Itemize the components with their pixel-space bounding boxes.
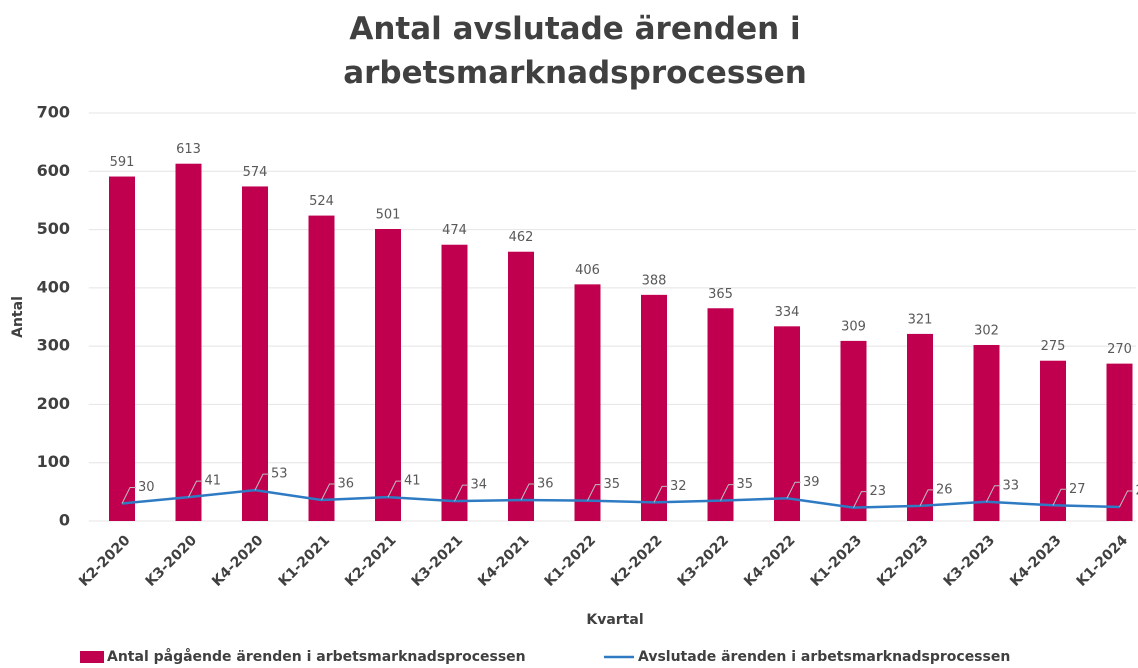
data-label: 613: [176, 142, 201, 157]
data-label: 365: [708, 287, 733, 302]
data-label: 33: [1003, 478, 1020, 493]
data-label: 524: [309, 194, 334, 209]
data-label: 270: [1107, 342, 1132, 357]
legend-label: Antal pågående ärenden i arbetsmarknadsp…: [107, 648, 526, 665]
data-label: 321: [908, 312, 933, 327]
data-label: 26: [936, 482, 953, 497]
data-label: 53: [271, 467, 288, 482]
bar: [508, 251, 534, 521]
data-label: 406: [575, 263, 600, 278]
leader-line: [321, 483, 336, 501]
bar: [175, 163, 202, 522]
x-tick-label: K2-2023: [874, 532, 932, 590]
x-tick-label: K3-2022: [675, 532, 733, 590]
x-tick-label: K3-2023: [941, 532, 999, 590]
data-label: 41: [404, 474, 421, 489]
data-label: 302: [974, 323, 999, 338]
data-label: 41: [205, 474, 222, 489]
bar: [109, 176, 135, 521]
leader-line: [587, 484, 602, 501]
bar: [308, 215, 335, 521]
data-label: 591: [110, 155, 135, 170]
x-tick-label: K4-2022: [741, 532, 799, 590]
x-tick-label: K1-2024: [1074, 532, 1132, 590]
x-tick-label: K4-2021: [475, 532, 533, 590]
x-tick-label: K3-2021: [409, 532, 467, 590]
leader-line: [454, 484, 469, 502]
leader-line: [1119, 490, 1134, 508]
bar: [242, 186, 268, 521]
bar: [441, 244, 468, 521]
bar: [1106, 363, 1133, 521]
bar: [375, 228, 401, 521]
y-axis-label: Antal: [10, 296, 26, 338]
y-tick-label: 400: [37, 277, 70, 296]
data-label: 334: [775, 305, 800, 320]
y-tick-label: 300: [37, 336, 70, 355]
data-label: 462: [509, 230, 534, 245]
y-tick-label: 200: [37, 394, 70, 413]
legend-label: Avslutade ärenden i arbetsmarknadsproces…: [638, 649, 1010, 665]
leader-line: [254, 473, 269, 491]
data-label: 32: [670, 479, 687, 494]
data-label: 501: [376, 207, 401, 222]
leader-line: [720, 484, 735, 501]
x-tick-label: K4-2023: [1007, 532, 1065, 590]
data-label: 275: [1041, 339, 1066, 354]
leader-line: [387, 480, 402, 498]
leader-line: [520, 483, 535, 501]
data-label: 34: [471, 478, 488, 493]
data-label: 24: [1136, 484, 1138, 499]
x-tick-label: K1-2021: [276, 532, 334, 590]
data-label: 30: [138, 480, 155, 495]
bar: [774, 326, 800, 521]
leader-line: [919, 489, 934, 507]
x-tick-label: K4-2020: [209, 532, 267, 590]
bar: [707, 308, 734, 521]
leader-line: [653, 485, 668, 503]
line: [121, 488, 1120, 509]
data-label: 35: [604, 477, 621, 492]
data-label: 388: [642, 273, 667, 288]
bar: [641, 294, 667, 521]
x-tick-label: K1-2023: [808, 532, 866, 590]
leader-line: [1052, 488, 1067, 506]
data-label: 574: [243, 165, 268, 180]
bar: [907, 333, 933, 521]
bar: [840, 340, 867, 521]
legend-swatch: [80, 651, 104, 663]
leader-line: [853, 491, 868, 508]
y-tick-label: 500: [37, 219, 70, 238]
leader-line: [986, 485, 1001, 502]
bar: [1040, 360, 1066, 521]
x-tick-label: K2-2022: [608, 532, 666, 590]
y-tick-label: 100: [37, 452, 70, 471]
data-label: 39: [803, 475, 820, 490]
data-label: 27: [1069, 482, 1086, 497]
x-tick-label: K3-2020: [143, 532, 201, 590]
data-label: 23: [870, 484, 887, 499]
bar: [973, 344, 1000, 521]
x-tick-label: K2-2020: [76, 532, 134, 590]
data-label: 36: [338, 477, 355, 492]
bar: [574, 284, 601, 521]
y-tick-label: 600: [37, 161, 70, 180]
leader-line: [121, 487, 136, 504]
x-axis-label: Kvartal: [586, 612, 643, 628]
y-tick-label: 0: [59, 511, 70, 530]
data-label: 309: [841, 319, 866, 334]
x-tick-label: K1-2022: [542, 532, 600, 590]
data-label: 35: [737, 477, 754, 492]
leader-line: [786, 481, 801, 499]
chart-title: Antal avslutade ärenden i arbetsmarknadsp…: [343, 11, 807, 91]
data-label: 36: [537, 477, 554, 492]
x-tick-label: K2-2021: [342, 532, 400, 590]
leader-line: [188, 480, 203, 498]
y-tick-label: 700: [37, 103, 70, 122]
data-label: 474: [442, 223, 467, 238]
